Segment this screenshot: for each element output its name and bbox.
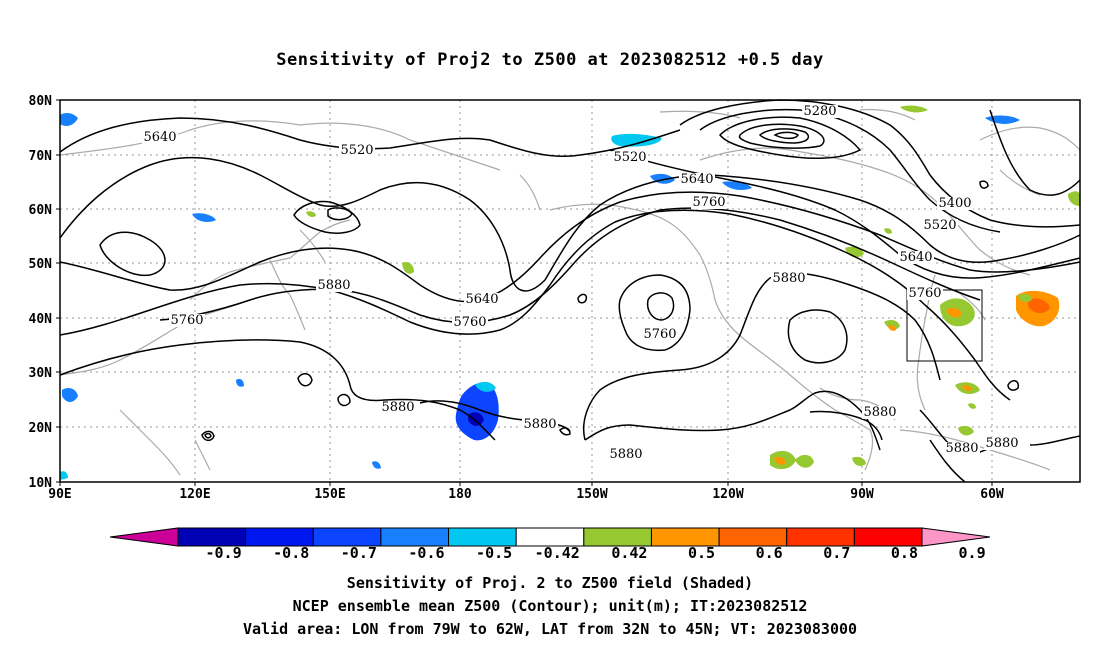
colorbar-labels: -0.9 -0.8 -0.7 -0.6 -0.5 -0.42 0.42 0.5 0.6 0.7 0.… (206, 544, 986, 562)
contour-label: 5640 (680, 172, 713, 187)
contour-label: 5400 (938, 196, 971, 211)
lat-label: 60N (29, 203, 53, 218)
colorbar-label: 0.8 (891, 544, 918, 562)
sensitivity-shading (60, 105, 1080, 480)
lat-label: 40N (29, 312, 53, 327)
caption-shaded: Sensitivity of Proj. 2 to Z500 field (Sh… (346, 574, 754, 592)
lon-label: 150W (576, 487, 607, 502)
colorbar-label: 0.5 (688, 544, 715, 562)
lat-label: 70N (29, 149, 53, 164)
lat-label: 50N (29, 257, 53, 272)
lon-label: 180 (448, 487, 472, 502)
lon-label: 120W (712, 487, 743, 502)
contour-label: 5760 (692, 195, 725, 210)
lat-label: 20N (29, 421, 53, 436)
lat-label: 80N (29, 94, 53, 109)
lat-lon-grid (60, 100, 1080, 482)
latitude-labels: 80N 70N 60N 50N 40N 30N 20N 10N (29, 94, 60, 491)
contour-label: 5880 (985, 436, 1018, 451)
plot-frame (59, 99, 1081, 483)
colorbar-label: -0.7 (341, 544, 377, 562)
colorbar-label: -0.5 (476, 544, 512, 562)
lon-label: 60W (980, 487, 1004, 502)
colorbar-label: -0.8 (273, 544, 309, 562)
contour-labels: 5280 5400 5520 5520 5520 5640 5640 5640 5640 5760… (142, 104, 1020, 462)
longitude-labels: 90E 120E 150E 180 150W 120W 90W 60W (48, 482, 1004, 502)
colorbar-segment (109, 527, 179, 547)
caption-valid-area: Valid area: LON from 79W to 62W, LAT fro… (242, 620, 858, 638)
lon-label: 150E (314, 487, 345, 502)
contour-label: 5880 (523, 417, 556, 432)
contour-label: 5880 (381, 400, 414, 415)
contour-label: 5880 (945, 441, 978, 456)
contour-label: 5760 (908, 286, 941, 301)
contour-label: 5880 (772, 271, 805, 286)
lon-label: 90W (850, 487, 874, 502)
contour-label: 5640 (143, 130, 176, 145)
contour-label: 5640 (465, 292, 498, 307)
colorbar (109, 527, 991, 547)
contour-label: 5760 (453, 315, 486, 330)
colorbar-label: -0.6 (408, 544, 444, 562)
colorbar-segment (921, 527, 991, 547)
colorbar-label: 0.42 (611, 544, 647, 562)
colorbar-label: 0.7 (823, 544, 850, 562)
contour-label: 5760 (643, 327, 676, 342)
lon-label: 120E (179, 487, 210, 502)
contour-label: 5520 (613, 150, 646, 165)
colorbar-label: -0.9 (206, 544, 242, 562)
z500-contours (59, 99, 1081, 483)
colorbar-label: -0.42 (535, 544, 580, 562)
lat-label: 10N (29, 476, 53, 491)
lon-label: 90E (48, 487, 71, 502)
valid-area-box (906, 289, 983, 362)
contour-label: 5880 (609, 447, 642, 462)
contour-label: 5520 (340, 143, 373, 158)
lat-label: 30N (29, 366, 53, 381)
contour-label: 5280 (803, 104, 836, 119)
contour-label: 5640 (899, 250, 932, 265)
contour-label: 5760 (170, 313, 203, 328)
map-title: Sensitivity of Proj2 to Z500 at 20230825… (276, 50, 824, 70)
colorbar-label: 0.9 (959, 544, 986, 562)
contour-label: 5880 (863, 405, 896, 420)
contour-label: 5880 (317, 278, 350, 293)
colorbar-label: 0.6 (756, 544, 783, 562)
contour-label: 5520 (923, 218, 956, 233)
caption-contour: NCEP ensemble mean Z500 (Contour); unit(… (292, 597, 808, 615)
